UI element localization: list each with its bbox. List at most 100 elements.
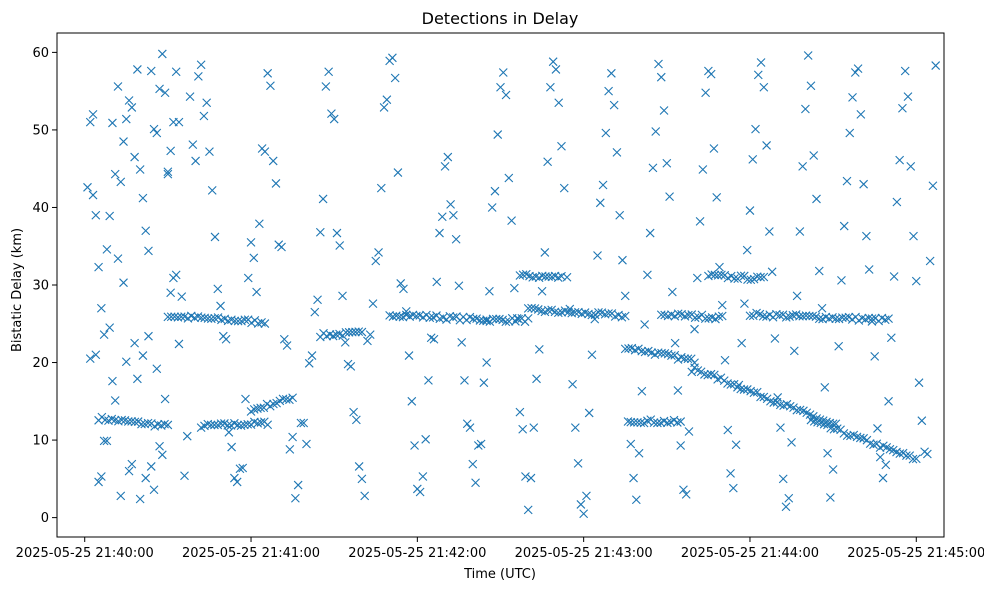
data-point: [841, 313, 851, 323]
data-point: [144, 331, 153, 341]
data-point: [593, 251, 602, 260]
data-point: [537, 286, 547, 296]
data-point: [310, 307, 320, 317]
data-point: [723, 425, 733, 435]
data-point: [253, 319, 263, 328]
data-point: [752, 387, 762, 397]
data-point: [652, 418, 662, 428]
data-point: [490, 186, 500, 196]
data-point: [157, 49, 167, 59]
data-point: [683, 310, 693, 320]
x-tick-label: 2025-05-25 21:44:00: [681, 546, 819, 561]
data-point: [865, 439, 875, 449]
data-point: [94, 262, 103, 272]
data-point: [188, 140, 198, 150]
data-point: [667, 287, 677, 297]
data-point: [700, 370, 709, 379]
data-point: [855, 433, 865, 443]
data-point: [170, 312, 179, 322]
data-point: [166, 146, 176, 156]
data-point: [839, 221, 849, 231]
data-point: [457, 337, 467, 347]
data-point: [388, 312, 398, 321]
data-point: [764, 227, 774, 236]
data-point: [806, 415, 816, 425]
data-point: [649, 418, 659, 427]
data-point: [155, 441, 164, 451]
data-point: [256, 418, 266, 427]
data-point: [91, 210, 101, 220]
data-point: [527, 303, 536, 313]
data-point: [880, 315, 890, 325]
data-point: [683, 354, 693, 364]
data-point: [354, 327, 364, 337]
data-point: [110, 396, 120, 405]
data-point: [759, 272, 769, 282]
data-point: [745, 311, 755, 321]
data-point: [573, 458, 583, 468]
data-point: [141, 226, 151, 236]
data-point: [233, 316, 243, 326]
data-point: [540, 248, 550, 257]
data-point: [570, 423, 580, 433]
data-point: [360, 491, 370, 501]
data-point: [604, 86, 613, 96]
data-point: [123, 417, 133, 426]
data-point: [885, 444, 895, 454]
data-point: [138, 193, 148, 203]
data-point: [886, 333, 896, 343]
data-point: [277, 242, 286, 252]
data-point: [656, 310, 666, 320]
data-point: [728, 483, 738, 493]
data-point: [117, 415, 127, 425]
data-point: [645, 228, 655, 238]
data-point: [869, 440, 878, 450]
data-point: [105, 211, 115, 221]
data-point: [235, 464, 245, 474]
data-point: [482, 316, 492, 326]
chart-title: Detections in Delay: [422, 9, 579, 28]
data-point: [166, 312, 176, 322]
data-point: [568, 379, 577, 389]
x-axis-label: Time (UTC): [463, 567, 536, 582]
data-point: [113, 254, 123, 264]
data-point: [637, 346, 647, 356]
data-point: [606, 68, 616, 78]
data-point: [404, 351, 414, 360]
data-point: [624, 344, 633, 353]
data-point: [820, 382, 830, 392]
data-point: [824, 314, 834, 324]
data-point: [96, 472, 106, 481]
data-point: [703, 370, 713, 380]
data-point: [496, 82, 505, 92]
data-point: [256, 403, 266, 413]
data-point: [690, 313, 700, 323]
data-point: [193, 72, 203, 81]
data-point: [612, 148, 622, 157]
data-point: [726, 469, 735, 478]
data-point: [784, 493, 794, 503]
data-point: [709, 144, 719, 153]
data-point: [756, 272, 765, 282]
data-point: [767, 267, 777, 277]
data-point: [471, 478, 480, 488]
data-point: [388, 53, 397, 63]
data-point: [570, 307, 580, 317]
data-point: [631, 495, 641, 505]
data-point: [138, 351, 148, 360]
data-point: [171, 67, 181, 77]
data-point: [85, 354, 95, 364]
data-point: [257, 317, 266, 327]
data-point: [395, 312, 405, 322]
data-point: [832, 424, 842, 434]
data-point: [884, 314, 893, 324]
data-point: [584, 408, 594, 418]
data-point: [202, 98, 212, 108]
data-point: [425, 313, 435, 323]
data-point: [185, 92, 195, 101]
data-point: [795, 405, 805, 415]
data-point: [99, 436, 109, 446]
data-point: [746, 275, 756, 285]
data-point: [559, 183, 569, 193]
data-point: [514, 314, 524, 324]
